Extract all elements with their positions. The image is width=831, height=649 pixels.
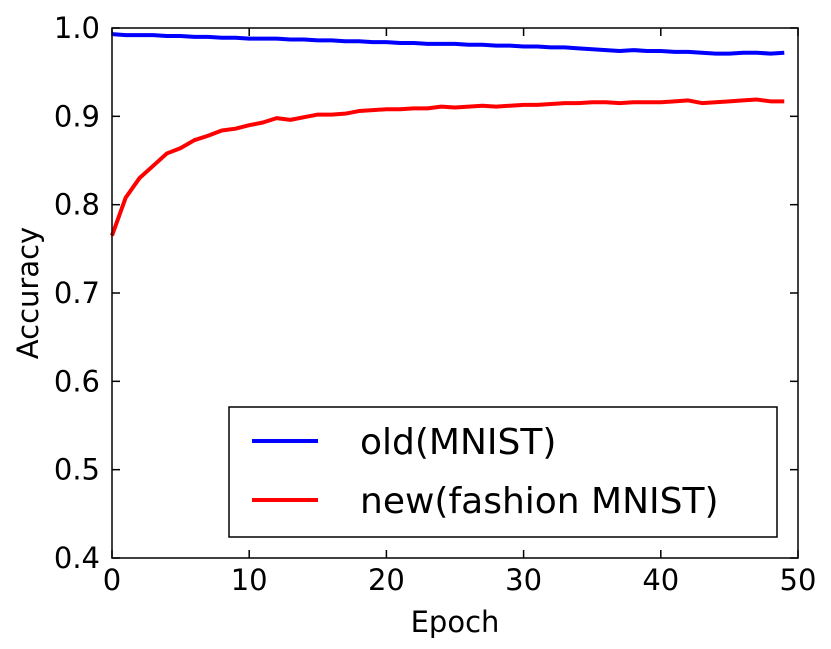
y-tick-label: 1.0: [54, 11, 100, 45]
x-tick-label: 10: [231, 563, 268, 597]
y-tick-label: 0.5: [54, 453, 100, 487]
x-tick-label: 20: [368, 563, 405, 597]
x-tick-label: 40: [642, 563, 679, 597]
series-line-0: [111, 32, 785, 56]
y-tick-label: 0.8: [54, 188, 100, 222]
y-tick-label: 0.6: [54, 364, 100, 398]
y-tick-label: 0.7: [54, 276, 100, 310]
y-tick-label: 0.4: [54, 541, 100, 575]
y-tick-label: 0.9: [54, 99, 100, 133]
legend-label-new: new(fashion MNIST): [360, 481, 719, 522]
x-axis-label: Epoch: [411, 605, 500, 639]
x-tick-label: 50: [780, 563, 817, 597]
legend: old(MNIST) new(fashion MNIST): [228, 406, 778, 538]
x-tick-label: 30: [505, 563, 542, 597]
y-axis-label: Accuracy: [11, 227, 45, 359]
ticks-layer: 0 10 20 30 40 50 0.4 0.5 0.6 0.7 0.8 0.9 1.0: [54, 11, 817, 597]
legend-label-old: old(MNIST): [360, 422, 556, 463]
x-tick-label: 0: [103, 563, 121, 597]
legend-box: [228, 406, 778, 538]
series-line-1: [110, 97, 785, 237]
series-layer: [110, 32, 785, 237]
